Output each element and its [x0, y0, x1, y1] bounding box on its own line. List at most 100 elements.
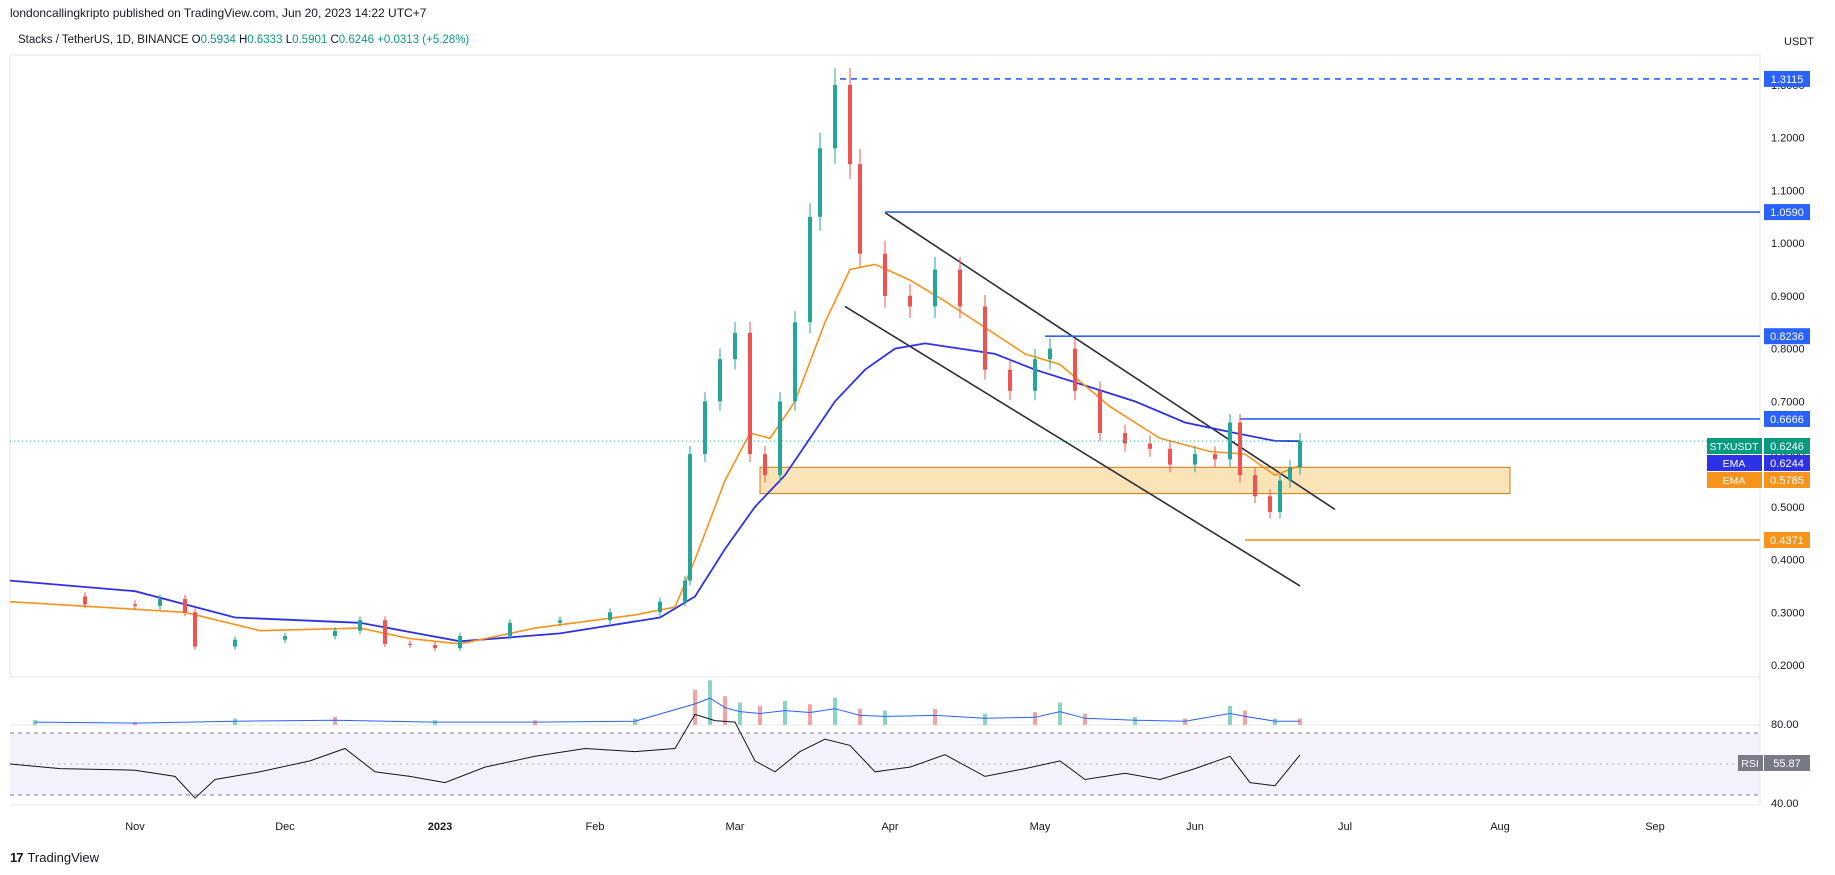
- symbol-info: Stacks / TetherUS, 1D, BINANCE O0.5934 H…: [18, 34, 469, 46]
- rsi-tag-value: 55.87: [1773, 758, 1801, 770]
- x-tick-label: Sep: [1645, 821, 1665, 833]
- level-tag-label: 1.3115: [1771, 74, 1804, 86]
- price-candle: [933, 269, 937, 307]
- price-candle: [883, 253, 887, 296]
- price-candle: [848, 85, 852, 165]
- price-candle: [983, 306, 987, 370]
- price-candle: [858, 164, 862, 254]
- low-label: L: [285, 34, 293, 46]
- volume-bar: [633, 718, 637, 725]
- rsi-upper-label: 80.00: [1771, 719, 1799, 731]
- volume-bar: [758, 705, 762, 725]
- y-tick-label: 0.8000: [1771, 344, 1805, 356]
- price-candle: [683, 580, 687, 602]
- level-tag-label: 0.6666: [1770, 414, 1804, 426]
- price-candle: [158, 599, 162, 606]
- price-pane-border: [9, 54, 1761, 678]
- currency-label: USDT: [1784, 36, 1814, 48]
- price-candle: [183, 599, 187, 613]
- volume-bar: [1058, 702, 1062, 725]
- y-tick-label: 0.2000: [1771, 660, 1805, 672]
- rsi-tag-name: RSI: [1741, 758, 1759, 770]
- rsi-lower-label: 40.00: [1771, 798, 1799, 810]
- level-tag: [1764, 328, 1810, 345]
- price-candle: [733, 332, 737, 360]
- y-tick-label: 0.9000: [1771, 291, 1805, 303]
- x-tick-label: 2023: [428, 821, 452, 833]
- price-candle: [703, 401, 707, 455]
- price-candle: [1253, 475, 1257, 497]
- price-candle: [358, 620, 362, 631]
- price-candle: [688, 454, 692, 581]
- price-candle: [1073, 348, 1077, 391]
- level-tag: [1764, 531, 1810, 548]
- price-candle: [133, 604, 137, 606]
- price-candle: [1048, 348, 1052, 360]
- volume-bar: [1183, 718, 1187, 725]
- level-tag-label: 0.8236: [1770, 331, 1804, 343]
- change-value: +0.0313 (+5.28%): [377, 34, 470, 46]
- volume-bar: [333, 717, 337, 725]
- tradingview-footer: 17 TradingView: [10, 850, 99, 865]
- volume-bar: [808, 704, 812, 725]
- symbol-name[interactable]: Stacks / TetherUS, 1D, BINANCE: [18, 34, 189, 46]
- level-tag-label: 1.0590: [1770, 207, 1804, 219]
- ema-fast-line: [9, 263, 1301, 645]
- last-tag-value-box: [1764, 438, 1810, 454]
- last-tag-name: EMA: [1723, 475, 1746, 487]
- last-tag-name-box: [1707, 472, 1762, 488]
- price-candle: [1033, 359, 1037, 391]
- x-tick-label: Jul: [1338, 821, 1352, 833]
- volume-ma-line: [34, 697, 1300, 724]
- price-candle: [1008, 369, 1012, 391]
- last-tag-name-box: [1707, 455, 1762, 471]
- volume-bar: [883, 710, 887, 725]
- volume-bar: [1228, 705, 1232, 725]
- last-tag-value-box: [1764, 472, 1810, 488]
- price-candle: [283, 636, 287, 640]
- volume-bar: [1273, 718, 1277, 725]
- high-label: H: [238, 34, 248, 46]
- channel-line-upper: [884, 211, 1336, 511]
- rsi-line: [9, 713, 1301, 799]
- x-tick-label: Nov: [125, 821, 145, 833]
- price-candle: [1193, 454, 1197, 465]
- volume-bar: [783, 701, 787, 725]
- price-candle: [908, 295, 912, 307]
- volume-bar: [858, 709, 862, 725]
- volume-bar: [1133, 717, 1137, 725]
- rsi-tag-value-box: [1764, 755, 1810, 771]
- price-candle: [833, 85, 837, 149]
- price-candle: [233, 639, 237, 647]
- price-candle: [958, 269, 962, 307]
- y-tick-label: 1.0000: [1771, 238, 1805, 250]
- price-candle: [1288, 467, 1292, 481]
- volume-bar: [723, 696, 727, 725]
- volume-bar: [738, 702, 742, 725]
- low-value: 0.5901: [292, 34, 328, 46]
- high-value: 0.6333: [247, 34, 283, 46]
- open-value: 0.5934: [200, 34, 236, 46]
- price-candle: [1123, 433, 1127, 444]
- volume-bar: [933, 709, 937, 725]
- publish-line: londoncallingkripto published on Trading…: [10, 6, 427, 20]
- volume-bar: [693, 689, 697, 725]
- last-tag-value-box: [1764, 455, 1810, 471]
- price-candle: [333, 630, 337, 636]
- y-tick-label: 0.5000: [1771, 502, 1805, 514]
- open-label: O: [191, 34, 201, 46]
- price-candle: [408, 643, 412, 645]
- channel-line-lower: [844, 305, 1301, 587]
- rsi-tag-name-box: [1738, 755, 1763, 771]
- price-candle: [718, 359, 722, 402]
- price-candle: [458, 636, 462, 649]
- close-label: C: [330, 34, 339, 46]
- x-tick-label: Jun: [1186, 821, 1204, 833]
- volume-bar: [1298, 718, 1302, 725]
- price-candle: [808, 216, 812, 323]
- x-tick-label: Mar: [726, 821, 745, 833]
- rsi-band: [10, 733, 1760, 795]
- x-tick-label: Dec: [275, 821, 295, 833]
- y-tick-label: 0.3000: [1771, 607, 1805, 619]
